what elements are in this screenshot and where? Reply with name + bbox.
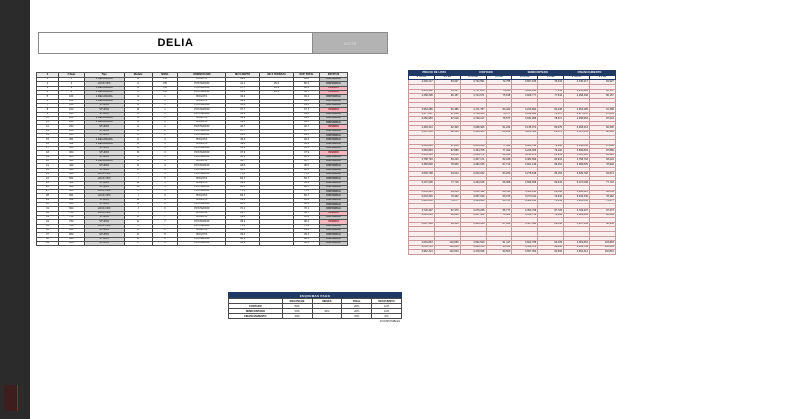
- table-row[interactable]: 23 404 LOCK OFF J 4 POSTERIOR 71.4 71.4 DISPONIB…: [36, 171, 349, 178]
- date-tag: oct-25: [313, 33, 387, 53]
- table-row[interactable]: 3,639,708 94,614 3,203,022 83,260 3,275,818 8…: [408, 171, 616, 177]
- price-cell: 3,952,314: [563, 249, 591, 255]
- table-row[interactable]: 13 204 STUDIO B 2 POSTERIOR 37.7 37.7 DISPONIBLE: [36, 128, 349, 135]
- page-title: DELIA: [39, 33, 313, 53]
- price-cell: 3,557,052: [511, 249, 539, 255]
- price-cell: 102,844: [589, 249, 616, 255]
- app-launcher-icon[interactable]: [4, 385, 18, 411]
- price-cell: 90,503: [485, 249, 513, 255]
- table-row[interactable]: [408, 175, 616, 182]
- table-row[interactable]: 26 503 STUDIO E 5 POSTERIOR 38.5 38.5 DISPONIBLE: [36, 184, 349, 191]
- payment-header-row: ENGANCHE MESES FINAL DESCUENTO: [228, 298, 402, 304]
- price-cell: 92,500: [537, 249, 565, 255]
- table-cell: 39: [36, 240, 59, 247]
- table-cell: 38.2: [225, 240, 261, 247]
- status-badge: DISPONIBLE: [318, 240, 349, 247]
- table-cell: 804: [57, 240, 85, 247]
- prices-subcol-4: $ TOTAL: [511, 74, 539, 81]
- units-inventory-table[interactable]: # # Dept Tipo Modelo NIVEL ORIENTACION M2 X DE…: [36, 72, 349, 247]
- price-cell: 102,844: [433, 249, 461, 255]
- available-units-footnote: 23 DISPONIBLES: [379, 319, 400, 323]
- prices-table[interactable]: PRECIO DE LISTA CONTADO SEMICONTADO FINANCI…: [408, 70, 616, 255]
- table-row[interactable]: 5,633,346 78,462 4,957,040 69,073 5,070,011 7…: [408, 194, 616, 200]
- prices-table-wrapper[interactable]: PRECIO DE LISTA CONTADO SEMICONTADO FINANCI…: [408, 70, 616, 255]
- payment-value-cell: 30%: [281, 313, 313, 319]
- table-row[interactable]: [408, 120, 616, 127]
- app-sidebar[interactable]: [0, 0, 30, 419]
- table-row[interactable]: 34 703 STUDIO E 7 POSTERIOR 38.2 38.2 VENDIDO: [36, 219, 349, 225]
- table-cell: POSTERIOR: [177, 240, 227, 247]
- payment-scheme-table[interactable]: ENGANCHE MESES FINAL DESCUENTO CONTADO 80% 20…: [228, 298, 402, 319]
- table-row[interactable]: 3,831,745 102,844 3,469,535 90,503 3,538,570…: [408, 244, 616, 251]
- table-row[interactable]: 4,256,953 87,019 3,749,127 76,577 3,831,286 7…: [408, 116, 616, 122]
- table-cell: 38.2: [293, 240, 320, 247]
- table-row[interactable]: 15 301 1 RECAMARA G 3 BOGOTA 49.4 49.4 DISPONIBL…: [36, 137, 349, 143]
- prices-subcol-7: $ X M2: [589, 74, 616, 81]
- unit-type-cell: STUDIO: [83, 240, 125, 247]
- prices-subheader-row: $ TOTAL $ X M2 $ TOTAL $ X M2 $ TOTAL $ X M2 $…: [408, 74, 616, 81]
- table-row[interactable]: 3,954,285 91,386 3,171,787 80,420 3,243,892 8…: [408, 106, 616, 113]
- table-row[interactable]: 5 101 1 RECAMARA G 1 BOGOTA 49.2 49.2 DISPONIBLE: [36, 94, 349, 100]
- table-row[interactable]: 25 502 STUDIO E 5 BOGOTA 39.4 39.4 DISPONIBLE: [36, 180, 349, 186]
- table-row[interactable]: 3,897,109 98,936 3,429,456 87,064 3,507,398 8…: [408, 221, 616, 228]
- price-cell: 3,478,036: [459, 249, 487, 255]
- table-row[interactable]: 2 2 LOCK OFF A PB POSTERIOR 41.1 39.2 80.3 DISPON…: [36, 81, 349, 87]
- prices-body: 4,230,217 84,927 3,722,591 74,755 3,807,195 7…: [408, 79, 616, 255]
- table-row[interactable]: 3,505,195 83,223 3,084,572 82,036 3,154,676 8…: [408, 152, 616, 159]
- table-row[interactable]: 4,277,847 87,019 3,764,505 76,577 3,850,092 7…: [408, 111, 616, 118]
- payment-scheme-wrapper[interactable]: ESQUEMAS PAGO ENGANCHE MESES FINAL DESCUENT…: [228, 292, 402, 323]
- table-cell: F: [123, 240, 153, 247]
- price-cell: 3,952,314: [408, 249, 435, 255]
- project-title-bar: DELIA oct-25: [38, 32, 388, 54]
- table-row[interactable]: 4,081,864 103,883 3,592,520 91,417 3,662,788…: [408, 240, 616, 246]
- table-row[interactable]: 39 804 STUDIO F 8 POSTERIOR 38.2 38.2 DISPONIBLE: [36, 240, 349, 247]
- payment-scheme-title: ESQUEMAS PAGO: [228, 292, 402, 298]
- payment-value-cell: 70%: [341, 313, 373, 319]
- prices-subcol-2: $ TOTAL: [459, 74, 487, 81]
- table-cell: 8: [151, 240, 179, 247]
- prices-subcol-0: $ TOTAL: [408, 74, 435, 81]
- payment-body: CONTADO 80% 20% 12% SEMICONTADO 50% 30% 20% 10% F…: [228, 303, 402, 319]
- table-row[interactable]: 5,210,056 79,277 4,584,849 69,761 4,689,050 7…: [408, 198, 616, 205]
- table-row[interactable]: 3,694,423 96,034 3,251,592 84,510 3,324,491 8…: [408, 189, 616, 196]
- list-item[interactable]: FINANCIAMIENTO 30% 70% 0%: [228, 313, 402, 319]
- payment-value-cell: [311, 313, 343, 319]
- table-cell: [259, 240, 295, 247]
- payment-value-cell: 0%: [371, 313, 402, 319]
- units-inventory-table-wrapper[interactable]: # # Dept Tipo Modelo NIVEL ORIENTACION M2 X DE…: [36, 72, 349, 247]
- payment-row-label: FINANCIAMIENTO: [228, 313, 283, 319]
- table-row[interactable]: 3,952,314 102,844 3,478,036 90,503 3,557,052…: [408, 249, 616, 255]
